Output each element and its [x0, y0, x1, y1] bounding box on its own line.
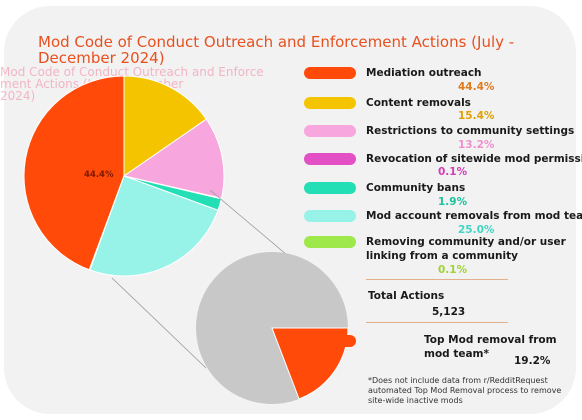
legend-label: Revocation of sitewide mod permissions [366, 153, 582, 165]
legend-value: 44.4% [458, 81, 495, 93]
legend-value: 0.1% [438, 166, 468, 178]
legend-item-revocation-of-sitewide-mod-permissions: Revocation of sitewide mod permissions 0.… [304, 152, 582, 192]
legend-item-community-bans: Community bans 1.9% [304, 181, 574, 221]
total-value: 5,123 [432, 306, 466, 318]
connector-line [111, 277, 207, 369]
legend-value: 19.2% [514, 355, 551, 367]
legend-swatch [304, 153, 356, 165]
ghost-line: 2024) [0, 89, 36, 103]
legend-swatch [304, 97, 356, 109]
legend-label: Mod account removals from mod team [366, 210, 582, 222]
legend-item-mod-account-removals-from-mod-team: Mod account removals from mod team 25.0% [304, 209, 582, 249]
legend-label: Mediation outreach [366, 67, 482, 79]
legend-swatch [304, 125, 356, 137]
pie-slice-restrictions-to-community-settings [122, 118, 225, 199]
legend-item-removing-community-and-or-user-linking-f: Removing community and/or user linking f… [304, 235, 574, 276]
legend-label: Community bans [366, 182, 466, 194]
pie-slice-mod-account-removals-from-mod-team [89, 175, 219, 277]
legend-value: 0.1% [438, 264, 468, 276]
pie-slice-content-removals [123, 75, 207, 177]
ghost-line: Mod Code of Conduct Outreach and Enforce [0, 65, 264, 79]
legend-item-restrictions-to-community-settings: Restrictions to community settings 13.2% [304, 124, 574, 164]
chart-title: Mod Code of Conduct Outreach and Enforce… [38, 33, 515, 67]
legend-label: Restrictions to community settings [366, 125, 575, 137]
divider [366, 279, 508, 280]
legend-label: Content removals [366, 97, 471, 109]
pie-slice-mediation-outreach [23, 75, 125, 271]
legend-value: 1.9% [438, 196, 468, 208]
legend-item-top-mod-removal: Top Mod removal from mod team* 19.2% [304, 333, 574, 373]
divider [366, 322, 508, 323]
pie-slice-removing-community-and-or-user-linking-f [88, 175, 125, 271]
legend-item-content-removals: Content removals 15.4% [304, 96, 574, 136]
main-pie [23, 75, 225, 277]
legend-value: 13.2% [458, 139, 495, 151]
slice-label-mediation: 44.4% [84, 170, 114, 180]
footnote: *Does not include data from r/RedditRequ… [368, 376, 562, 405]
legend-value: 15.4% [458, 110, 495, 122]
legend-item-mediation-outreach: Mediation outreach 44.4% [304, 66, 574, 106]
legend-swatch [304, 335, 356, 347]
legend-swatch [304, 236, 356, 248]
total-label: Total Actions [368, 290, 445, 302]
legend-swatch [304, 67, 356, 79]
legend-label: Top Mod removal from mod team* [424, 334, 557, 360]
legend-label: Removing community and/or user linking f… [366, 236, 566, 262]
legend-value: 25.0% [458, 224, 495, 236]
legend-swatch [304, 210, 356, 222]
legend-swatch [304, 182, 356, 194]
